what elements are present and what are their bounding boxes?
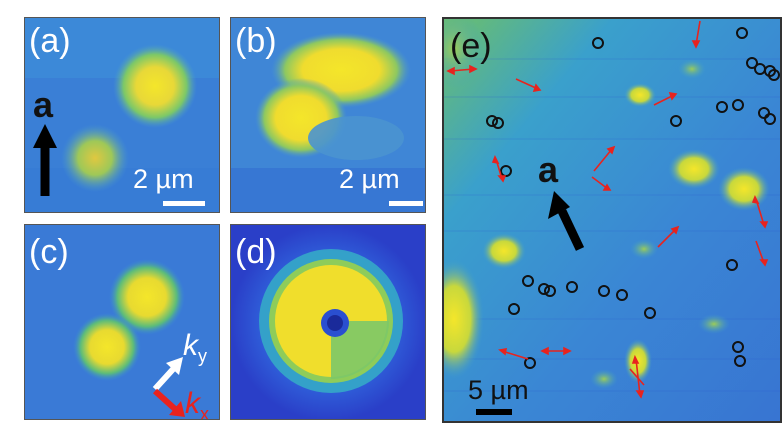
ky-label: ky xyxy=(183,329,207,366)
panel-e-image xyxy=(444,19,780,421)
spot xyxy=(718,167,770,211)
spot-upper xyxy=(109,259,185,335)
scale-bar xyxy=(389,201,423,206)
spot xyxy=(668,149,720,189)
spot-lower xyxy=(61,124,129,192)
panel-a: (a) a 2 µm xyxy=(24,17,220,213)
vector-a-label: a xyxy=(538,149,559,190)
vector-a-arrow xyxy=(557,209,585,251)
spot-lower xyxy=(73,313,141,381)
panel-label: (c) xyxy=(29,233,69,271)
scale-label: 2 µm xyxy=(339,164,400,194)
defect-circles xyxy=(486,27,780,369)
scale-label: 2 µm xyxy=(133,164,194,194)
scale-bar xyxy=(163,201,205,206)
panel-a-image xyxy=(25,18,219,212)
kx-arrow xyxy=(152,388,178,412)
kx-label: kx xyxy=(185,387,209,420)
spot xyxy=(482,233,526,269)
scale-bar xyxy=(476,409,512,415)
panel-d: (d) xyxy=(230,224,426,420)
spot xyxy=(624,339,652,383)
defect-arrows xyxy=(446,20,769,399)
vector-a-label: a xyxy=(33,84,54,125)
panel-b-image xyxy=(231,18,425,212)
spot-upper xyxy=(113,44,197,128)
edge-bright-region xyxy=(444,259,484,379)
ky-arrow xyxy=(152,364,178,392)
panel-c: (c) ky kx xyxy=(24,224,220,420)
panel-label: (d) xyxy=(235,233,277,271)
panel-d-image xyxy=(231,225,425,419)
panel-b: (b) 2 µm xyxy=(230,17,426,213)
panel-label: (a) xyxy=(29,22,71,60)
panel-c-image xyxy=(25,225,219,419)
spot xyxy=(624,83,656,107)
panel-label: (b) xyxy=(235,22,277,60)
scale-label: 5 µm xyxy=(468,375,529,405)
panel-e: (e) a 5 µm xyxy=(442,17,782,423)
panel-label: (e) xyxy=(450,27,492,65)
